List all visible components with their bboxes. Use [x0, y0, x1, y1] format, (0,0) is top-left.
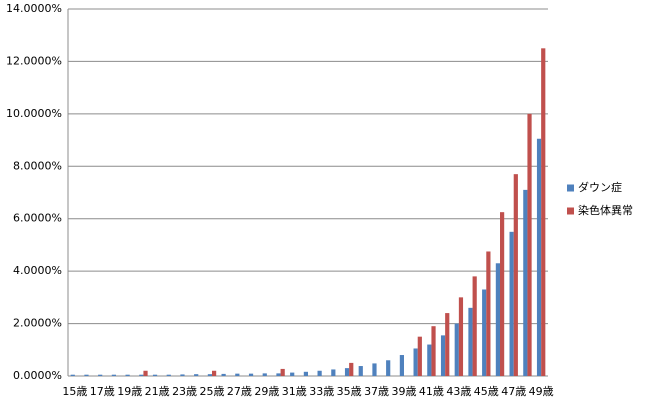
x-tick-label: 49歳: [529, 385, 554, 398]
bar: [413, 348, 418, 376]
bar: [523, 189, 528, 376]
bar: [125, 374, 130, 376]
x-tick-label: 15歳: [62, 385, 87, 398]
bar: [500, 212, 505, 376]
bar: [445, 313, 450, 376]
bar: [166, 374, 171, 376]
y-tick-label: 14.0000%: [6, 2, 62, 15]
bar: [344, 368, 350, 376]
bar: [303, 371, 308, 376]
bar: [207, 374, 212, 376]
x-tick-label: 33歳: [309, 385, 334, 398]
bar: [248, 373, 254, 376]
x-tick-label: 43歳: [446, 385, 471, 398]
bar: [386, 360, 391, 376]
bar: [212, 370, 217, 376]
bar: [536, 138, 542, 376]
legend-label: ダウン症: [578, 180, 622, 194]
bar: [417, 336, 422, 376]
y-tick-label: 12.0000%: [6, 54, 62, 67]
bar: [70, 374, 75, 376]
bar: [458, 297, 464, 376]
bar: [431, 326, 436, 376]
bar: [139, 374, 144, 376]
y-tick-label: 8.0000%: [13, 159, 62, 172]
bar: [349, 362, 354, 376]
bar: [143, 370, 148, 376]
bar: [317, 370, 322, 376]
bar: [194, 374, 199, 376]
y-tick-label: 2.0000%: [13, 317, 62, 330]
y-tick-label: 10.0000%: [6, 107, 62, 120]
x-tick-label: 29歳: [254, 385, 279, 398]
x-tick-label: 37歳: [364, 385, 389, 398]
bar: [84, 374, 89, 376]
bar: [98, 374, 103, 376]
x-tick-label: 41歳: [419, 385, 444, 398]
x-tick-label: 35歳: [337, 385, 362, 398]
bar: [262, 373, 267, 376]
bar: [290, 372, 295, 376]
bar: [482, 289, 487, 376]
bar: [513, 174, 518, 376]
bar: [221, 373, 226, 376]
bar: [427, 344, 432, 376]
y-tick-label: 4.0000%: [13, 264, 62, 277]
bar: [399, 355, 404, 376]
bar: [527, 113, 532, 376]
y-tick-label: 6.0000%: [13, 212, 62, 225]
x-tick-label: 19歳: [117, 385, 142, 398]
bar: [180, 374, 185, 376]
bar: [276, 373, 281, 376]
bar: [472, 276, 477, 376]
x-tick-label: 31歳: [282, 385, 307, 398]
bar: [358, 366, 363, 376]
x-tick-label: 23歳: [172, 385, 197, 398]
bar: [486, 251, 491, 376]
bar: [468, 307, 473, 376]
bar: [280, 368, 285, 376]
bar: [454, 323, 459, 376]
legend-swatch: [567, 184, 574, 192]
legend-swatch: [567, 207, 574, 215]
x-tick-label: 27歳: [227, 385, 252, 398]
bar: [541, 48, 546, 376]
x-tick-label: 21歳: [145, 385, 170, 398]
bar: [111, 374, 116, 376]
x-tick-label: 45歳: [474, 385, 499, 398]
x-tick-label: 17歳: [90, 385, 115, 398]
x-tick-label: 47歳: [501, 385, 526, 398]
bar: [440, 335, 446, 376]
bar: [235, 373, 240, 376]
bar: [152, 374, 158, 376]
bar: [495, 263, 500, 376]
x-tick-label: 25歳: [200, 385, 225, 398]
x-tick-label: 39歳: [392, 385, 417, 398]
bar: [372, 363, 377, 376]
legend-label: 染色体異常: [578, 203, 633, 217]
bar: [509, 231, 514, 376]
bar: [331, 369, 336, 376]
y-tick-label: 0.0000%: [13, 369, 62, 382]
